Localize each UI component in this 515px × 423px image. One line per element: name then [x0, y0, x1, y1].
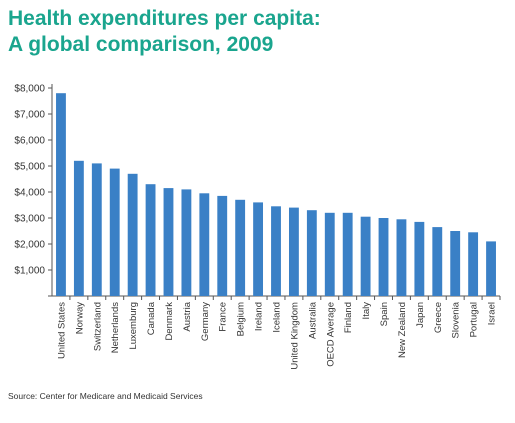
x-tick-label: Italy — [361, 302, 372, 320]
x-tick-label: Switzerland — [92, 302, 103, 351]
bar — [432, 227, 443, 296]
x-tick-label: Netherlands — [110, 302, 121, 353]
x-tick-label: Canada — [146, 301, 157, 335]
x-tick-label: OECD Average — [325, 302, 336, 367]
x-tick-label: Spain — [379, 302, 390, 326]
bar — [271, 206, 281, 296]
x-tick-label: Germany — [200, 302, 211, 341]
chart-title-line-2: A global comparison, 2009 — [8, 33, 274, 56]
bar — [378, 218, 389, 296]
x-tick-label: Slovenia — [451, 301, 462, 338]
x-tick-label: Japan — [415, 302, 426, 328]
x-tick-label: Portugal — [469, 302, 480, 337]
bar — [306, 210, 317, 296]
x-tick-label: Norway — [74, 302, 85, 334]
x-tick-label: Iceland — [272, 302, 283, 333]
bar — [414, 221, 425, 296]
x-tick-label: United States — [56, 302, 67, 359]
bar — [127, 173, 138, 296]
bar — [163, 188, 174, 296]
bar — [91, 163, 102, 296]
bar — [486, 241, 496, 296]
bar — [199, 193, 210, 296]
chart-title-line-1: Health expenditures per capita: — [8, 7, 321, 30]
x-tick-label: United Kingdom — [289, 302, 300, 370]
x-tick-label: Ireland — [254, 302, 265, 331]
y-tick-label: $3,000 — [14, 214, 45, 225]
bar — [396, 219, 407, 296]
bar — [342, 212, 353, 296]
bar — [73, 160, 84, 296]
x-tick-label: Israel — [487, 302, 498, 325]
x-tick-label: Luxemburg — [128, 302, 139, 350]
x-tick-label: Austria — [182, 301, 193, 331]
bar — [253, 202, 264, 296]
bar — [450, 231, 461, 296]
x-tick-label: Belgium — [236, 302, 247, 336]
x-tick-label: Denmark — [164, 302, 175, 341]
bar — [181, 189, 192, 296]
bar — [360, 216, 371, 296]
x-tick-label: New Zealand — [397, 302, 408, 358]
bar — [468, 232, 479, 296]
bar — [235, 199, 246, 296]
x-tick-label: Finland — [343, 302, 354, 333]
y-tick-label: $7,000 — [14, 110, 45, 121]
bar — [145, 184, 156, 296]
y-tick-label: $1,000 — [14, 266, 45, 277]
y-tick-label: $6,000 — [14, 136, 45, 147]
y-tick-label: $8,000 — [14, 84, 45, 95]
bar — [109, 168, 120, 296]
x-tick-label: Greece — [433, 302, 444, 333]
bar — [288, 207, 299, 296]
x-tick-label: France — [218, 302, 229, 332]
y-tick-label: $5,000 — [14, 162, 45, 173]
chart-title: Health expenditures per capita: A global… — [8, 6, 508, 58]
bar — [217, 195, 228, 296]
x-tick-label: Australia — [307, 301, 318, 339]
y-tick-label: $2,000 — [14, 240, 45, 251]
y-tick-label: $4,000 — [14, 188, 45, 199]
bar — [56, 93, 66, 296]
source-note: Source: Center for Medicare and Medicaid… — [8, 391, 203, 401]
bar — [324, 212, 335, 296]
